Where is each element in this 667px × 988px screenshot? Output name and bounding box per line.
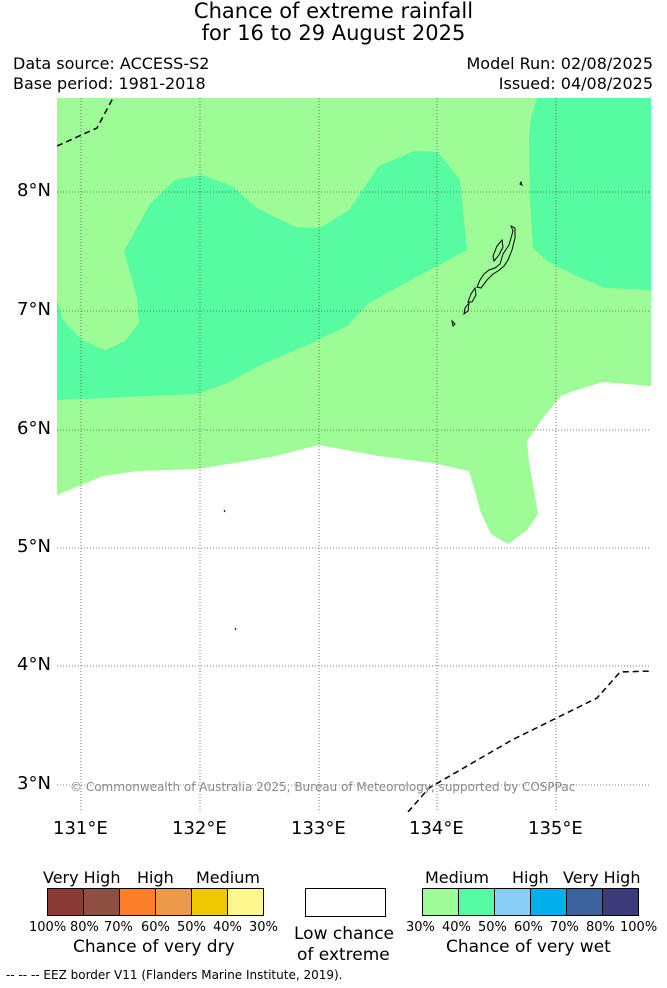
low-chance-line1: Low chance [294, 924, 394, 944]
map-copyright: © Commonwealth of Australia 2025, Bureau… [70, 780, 575, 794]
wet-swatch-50-60 [494, 888, 531, 916]
wet-pct-50: 50% [478, 920, 507, 935]
map-title-line2: for 16 to 29 August 2025 [201, 21, 466, 45]
dry-pct-70: 70% [104, 920, 133, 935]
high-wet-region-west [57, 151, 467, 400]
model-run: Model Run: 02/08/2025 [466, 54, 654, 73]
wet-cat-very-high: Very High [563, 868, 641, 887]
dry-swatch-80-100 [47, 888, 84, 916]
dry-pct-30: 30% [249, 920, 278, 935]
eez-footnote: -- -- -- EEZ border V11 (Flanders Marine… [6, 968, 343, 982]
dry-swatch-40-50 [191, 888, 228, 916]
low-chance-line2: of extreme [297, 945, 390, 965]
dry-swatch-50-60 [155, 888, 192, 916]
wet-pct-80: 80% [586, 920, 615, 935]
lat-label-8n: 8°N [17, 180, 51, 201]
lat-label-5n: 5°N [17, 536, 51, 557]
wet-swatch-60-70 [530, 888, 567, 916]
wet-cat-medium: Medium [425, 868, 489, 887]
lon-label-133e: 133°E [291, 818, 346, 839]
issued-date: Issued: 04/08/2025 [498, 74, 653, 93]
map-title-line1: Chance of extreme rainfall [193, 0, 474, 23]
wet-swatch-70-80 [566, 888, 603, 916]
lon-label-131e: 131°E [53, 818, 108, 839]
rainfall-map: © Commonwealth of Australia 2025, Bureau… [57, 98, 651, 812]
wet-swatch-40-50 [458, 888, 495, 916]
dry-cat-medium: Medium [196, 868, 260, 887]
wet-pct-30: 30% [406, 920, 435, 935]
wet-swatch-80-100 [602, 888, 639, 916]
dry-cat-high: High [137, 868, 174, 887]
graticule [57, 98, 651, 812]
eez-border-south [407, 670, 651, 812]
lat-label-3n: 3°N [17, 773, 51, 794]
low-chance-swatch [305, 888, 386, 917]
dry-swatch-30-40 [227, 888, 264, 916]
dry-cat-very-high: Very High [43, 868, 121, 887]
wet-legend-title: Chance of very wet [446, 937, 611, 957]
lon-label-135e: 135°E [528, 818, 583, 839]
lon-label-134e: 134°E [409, 818, 464, 839]
palau-islands [223, 180, 523, 631]
wet-pct-60: 60% [514, 920, 543, 935]
dry-pct-40: 40% [213, 920, 242, 935]
wet-pct-40: 40% [442, 920, 471, 935]
dry-pct-60: 60% [141, 920, 170, 935]
lon-label-132e: 132°E [172, 818, 227, 839]
lat-label-4n: 4°N [17, 654, 51, 675]
wet-swatch-30-40 [422, 888, 459, 916]
wet-colorbar [422, 888, 639, 916]
base-period: Base period: 1981-2018 [13, 74, 206, 93]
high-wet-region-east [529, 98, 651, 290]
dry-pct-80: 80% [70, 920, 99, 935]
dry-swatch-70-80 [83, 888, 120, 916]
lat-label-6n: 6°N [17, 418, 51, 439]
lat-label-7n: 7°N [17, 299, 51, 320]
dry-pct-50: 50% [177, 920, 206, 935]
data-source: Data source: ACCESS-S2 [13, 54, 210, 73]
eez-border-north [57, 98, 114, 147]
wet-pct-100: 100% [620, 920, 658, 935]
dry-pct-100: 100% [29, 920, 67, 935]
dry-legend-title: Chance of very dry [73, 937, 235, 957]
wet-pct-70: 70% [550, 920, 579, 935]
wet-cat-high: High [512, 868, 549, 887]
dry-colorbar [47, 888, 264, 916]
dry-swatch-60-70 [119, 888, 156, 916]
